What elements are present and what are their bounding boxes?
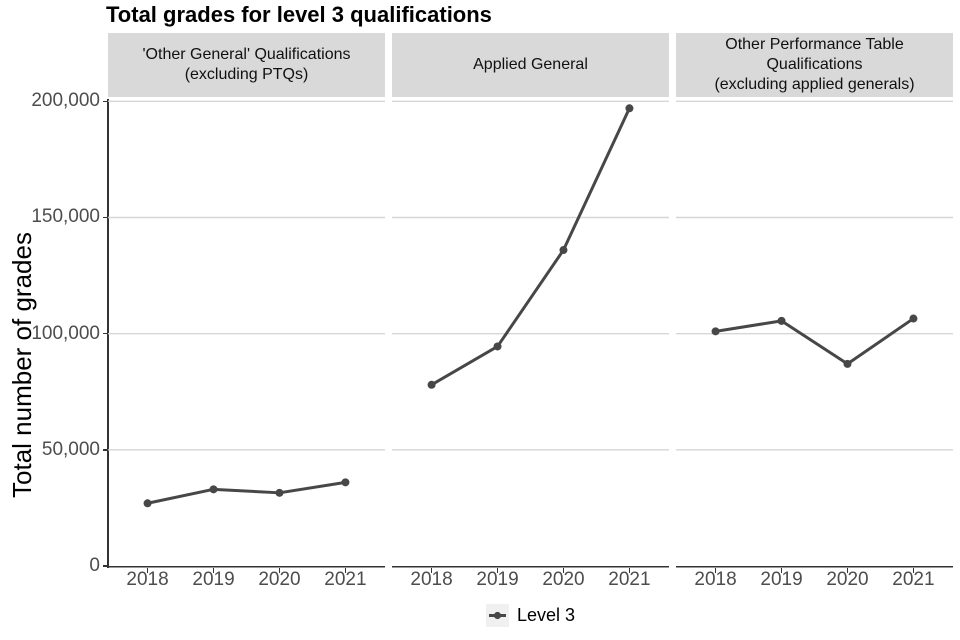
y-axis-line bbox=[107, 99, 109, 568]
x-tick-mark bbox=[628, 567, 631, 573]
data-point bbox=[209, 485, 218, 494]
x-tick-mark bbox=[146, 567, 149, 573]
y-tick-label: 200,000 bbox=[31, 90, 100, 112]
x-tick-label: 2021 bbox=[608, 569, 651, 590]
legend-label: Level 3 bbox=[516, 604, 576, 625]
data-point bbox=[427, 380, 436, 389]
x-tick-mark bbox=[846, 567, 849, 573]
series-line bbox=[147, 480, 346, 505]
series-line bbox=[430, 107, 631, 387]
x-tick-mark bbox=[780, 567, 783, 573]
data-point bbox=[559, 246, 568, 255]
data-point bbox=[275, 488, 284, 497]
data-point bbox=[909, 314, 918, 323]
facet-strip-label-line: Other Performance Table bbox=[725, 36, 904, 53]
data-point bbox=[493, 342, 502, 351]
y-tick-label: 100,000 bbox=[31, 322, 100, 344]
legend-key-glyph bbox=[488, 611, 506, 619]
legend-key bbox=[485, 603, 509, 627]
x-tick-label: 2019 bbox=[476, 569, 519, 590]
x-tick-label: 2020 bbox=[826, 569, 869, 590]
x-tick-label: 2020 bbox=[542, 569, 585, 590]
data-point bbox=[777, 316, 786, 325]
y-tick-mark bbox=[102, 565, 107, 567]
x-tick-mark bbox=[714, 567, 717, 573]
facet-strip: Other Performance Table Qualifications (ex… bbox=[676, 33, 953, 97]
data-point bbox=[143, 499, 152, 508]
x-tick-label: 2018 bbox=[694, 569, 737, 590]
facet-strip-label-line: Applied General bbox=[473, 56, 588, 73]
data-point bbox=[341, 478, 350, 487]
facet-strip-label-line: 'Other General' Qualifications bbox=[142, 46, 351, 63]
x-tick-mark bbox=[562, 567, 565, 573]
facet-strip: Applied General bbox=[392, 33, 669, 97]
y-tick-mark bbox=[102, 449, 107, 451]
x-tick-mark bbox=[344, 567, 347, 573]
chart-title: Total grades for level 3 qualifications bbox=[106, 2, 492, 27]
series-line bbox=[715, 317, 915, 366]
x-tick-mark bbox=[212, 567, 215, 573]
x-tick-mark bbox=[278, 567, 281, 573]
data-point bbox=[843, 359, 852, 368]
facet-strip: 'Other General' Qualifications (excluding… bbox=[108, 33, 385, 97]
y-tick-mark bbox=[102, 100, 107, 103]
y-tick-mark bbox=[102, 216, 107, 219]
x-tick-label: 2021 bbox=[324, 569, 367, 590]
x-tick-label: 2019 bbox=[760, 569, 803, 590]
x-tick-mark bbox=[496, 567, 499, 573]
y-tick-label: 50,000 bbox=[41, 438, 100, 460]
x-tick-label: 2020 bbox=[258, 569, 301, 590]
y-tick-mark bbox=[102, 332, 107, 335]
x-tick-label: 2019 bbox=[192, 569, 235, 590]
facet-panel bbox=[392, 100, 669, 568]
x-tick-mark bbox=[430, 567, 433, 573]
facet-panel bbox=[108, 100, 385, 568]
facet-panel bbox=[676, 100, 953, 568]
legend: Level 3 bbox=[108, 601, 953, 629]
y-axis-title: Total number of grades bbox=[7, 232, 37, 498]
facet-strip-label-line: Qualifications bbox=[766, 56, 863, 73]
x-tick-label: 2021 bbox=[892, 569, 935, 590]
data-point bbox=[625, 104, 634, 113]
y-tick-label: 150,000 bbox=[31, 206, 100, 228]
x-tick-label: 2018 bbox=[410, 569, 453, 590]
x-tick-label: 2018 bbox=[126, 569, 169, 590]
facet-strip-label-line: (excluding PTQs) bbox=[184, 66, 309, 83]
facet-strip-label-line: (excluding applied generals) bbox=[714, 76, 915, 93]
data-point bbox=[711, 327, 720, 336]
x-tick-mark bbox=[912, 567, 915, 573]
y-tick-label: 0 bbox=[89, 555, 100, 576]
